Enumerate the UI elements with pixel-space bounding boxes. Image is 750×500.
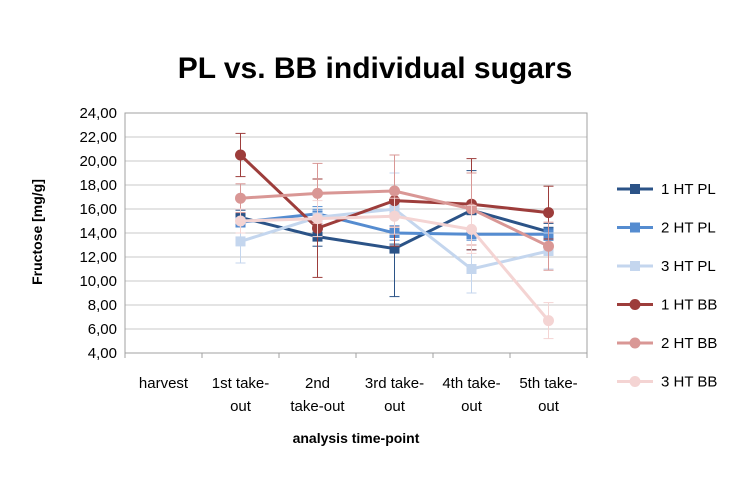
legend-label: 3 HT BB: [661, 374, 717, 391]
data-point: [312, 213, 323, 225]
x-tick-label: 3rd take-out: [365, 375, 424, 415]
data-point: [235, 215, 246, 227]
legend-entry: 3 HT BB: [617, 374, 717, 391]
legend-marker: [629, 337, 641, 349]
series-3-ht-bb: [235, 197, 554, 340]
legend-entry: 2 HT BB: [617, 335, 717, 352]
data-point: [235, 192, 246, 204]
y-tick-label: 4,00: [88, 345, 117, 362]
y-tick-label: 24,00: [79, 105, 117, 122]
chart-title: PL vs. BB individual sugars: [178, 52, 573, 85]
legend-marker: [629, 376, 641, 387]
legend-marker: [630, 222, 640, 233]
y-tick-label: 14,00: [79, 225, 117, 242]
legend-label: 1 HT BB: [661, 297, 717, 314]
y-tick-label: 16,00: [79, 201, 117, 218]
x-tick-label: harvest: [139, 375, 189, 392]
x-tick-label: 1st take-out: [212, 375, 270, 415]
legend-label: 3 HT PL: [661, 258, 716, 275]
x-tick-label: 5th take-out: [519, 375, 577, 415]
data-point: [466, 223, 477, 235]
data-point: [543, 207, 554, 219]
data-point: [235, 236, 246, 247]
axes: 4,00 6,00 8,00 10,00 12,00 14,00 16,00 18,00 20,…: [79, 105, 588, 415]
data-point: [389, 185, 400, 197]
legend-entry: 1 HT PL: [617, 181, 716, 198]
legend-entry: 2 HT PL: [617, 220, 716, 237]
legend-entry: 1 HT BB: [617, 297, 717, 314]
y-tick-label: 22,00: [79, 129, 117, 146]
x-axis-title: analysis time-point: [293, 430, 420, 446]
y-tick-label: 12,00: [79, 249, 117, 266]
legend: 1 HT PL 2 HT PL 3 HT PL 1 HT BB 2 HT BB 3 HT …: [617, 181, 717, 391]
data-point: [312, 187, 323, 199]
legend-label: 2 HT PL: [661, 220, 716, 237]
x-tick-label: 2nd take-out: [290, 375, 345, 415]
y-tick-label: 10,00: [79, 273, 117, 290]
data-point: [466, 264, 477, 274]
legend-label: 2 HT BB: [661, 335, 717, 352]
y-tick-label: 6,00: [88, 321, 117, 338]
data-point: [543, 315, 554, 327]
x-tick-label: 4th take-out: [442, 375, 500, 415]
data-point: [389, 243, 400, 254]
legend-marker: [630, 184, 640, 194]
data-point: [389, 210, 400, 222]
legend-entry: 3 HT PL: [617, 258, 716, 275]
legend-label: 1 HT PL: [661, 181, 716, 198]
legend-marker: [629, 299, 641, 310]
data-point: [235, 149, 246, 161]
y-axis-title: Fructose [mg/g]: [29, 179, 45, 285]
y-tick-label: 18,00: [79, 177, 117, 194]
legend-marker: [630, 261, 640, 271]
data-point: [543, 240, 554, 252]
y-tick-label: 8,00: [88, 297, 117, 314]
series-layer: [235, 132, 554, 340]
y-tick-label: 20,00: [79, 153, 117, 170]
